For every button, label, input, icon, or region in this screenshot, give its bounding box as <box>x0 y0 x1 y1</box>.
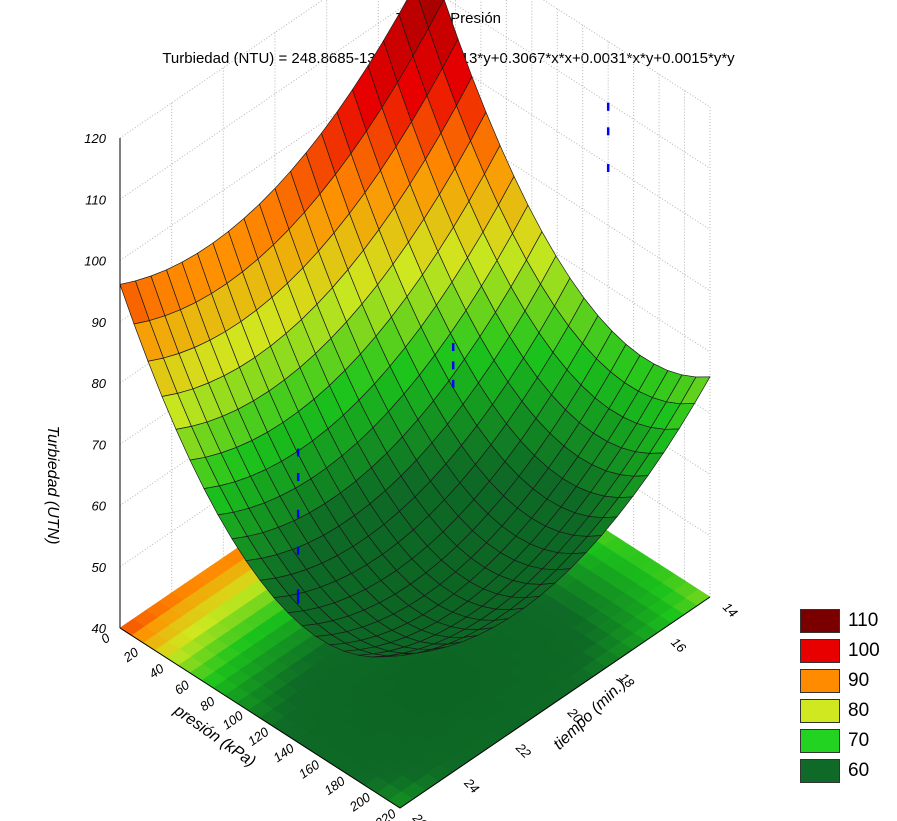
legend-item: 80 <box>800 697 880 725</box>
z-tick-label: 50 <box>92 560 107 575</box>
legend-swatch <box>800 729 840 753</box>
y-tick-label: 60 <box>172 677 193 698</box>
axes <box>119 138 711 809</box>
y-tick-label: 120 <box>245 724 272 749</box>
legend-swatch <box>800 639 840 663</box>
z-tick-label: 120 <box>84 131 106 146</box>
legend-label: 110 <box>848 610 879 631</box>
y-tick-label: 220 <box>371 806 399 821</box>
x-tick-label: 14 <box>720 599 741 620</box>
y-tick-label: 20 <box>120 644 142 666</box>
y-tick-label: 80 <box>197 693 218 714</box>
y-tick-label: 140 <box>270 740 297 765</box>
z-tick-label: 60 <box>92 499 107 514</box>
legend-label: 70 <box>848 730 870 751</box>
z-tick-label: 70 <box>92 437 107 452</box>
x-tick-label: 16 <box>668 635 689 656</box>
legend-label: 90 <box>848 670 870 691</box>
y-tick-label: 160 <box>296 756 323 781</box>
y-tick-label: 180 <box>321 773 348 798</box>
y-tick-label: 200 <box>346 789 374 815</box>
legend-item: 110 <box>800 607 880 635</box>
x-tick-label: 26 <box>409 810 431 821</box>
legend-label: 100 <box>848 640 880 661</box>
y-tick-label: 100 <box>220 707 247 732</box>
surface-cell <box>679 376 711 405</box>
x-tick-label: 24 <box>461 775 483 797</box>
legend-item: 60 <box>800 757 880 785</box>
legend-swatch <box>800 609 840 633</box>
z-tick-label: 90 <box>92 315 107 330</box>
legend: 110 100 90 80 70 60 <box>800 607 880 787</box>
response-surface <box>119 0 711 658</box>
x-tick-label: 22 <box>512 739 534 761</box>
z-tick-label: 110 <box>85 192 106 207</box>
legend-item: 100 <box>800 637 880 665</box>
legend-item: 70 <box>800 727 880 755</box>
y-tick-label: 40 <box>146 660 167 681</box>
legend-label: 80 <box>848 700 870 721</box>
z-axis-label: Turbiedad (UTN) <box>44 426 61 545</box>
legend-item: 90 <box>800 667 880 695</box>
z-tick-label: 40 <box>92 621 107 636</box>
legend-swatch <box>800 669 840 693</box>
legend-swatch <box>800 759 840 783</box>
z-tick-label: 80 <box>92 376 107 391</box>
floor-edge <box>119 596 711 809</box>
legend-label: 60 <box>848 760 870 781</box>
z-tick-label: 100 <box>84 254 106 269</box>
legend-swatch <box>800 699 840 723</box>
observed-points <box>296 102 610 604</box>
